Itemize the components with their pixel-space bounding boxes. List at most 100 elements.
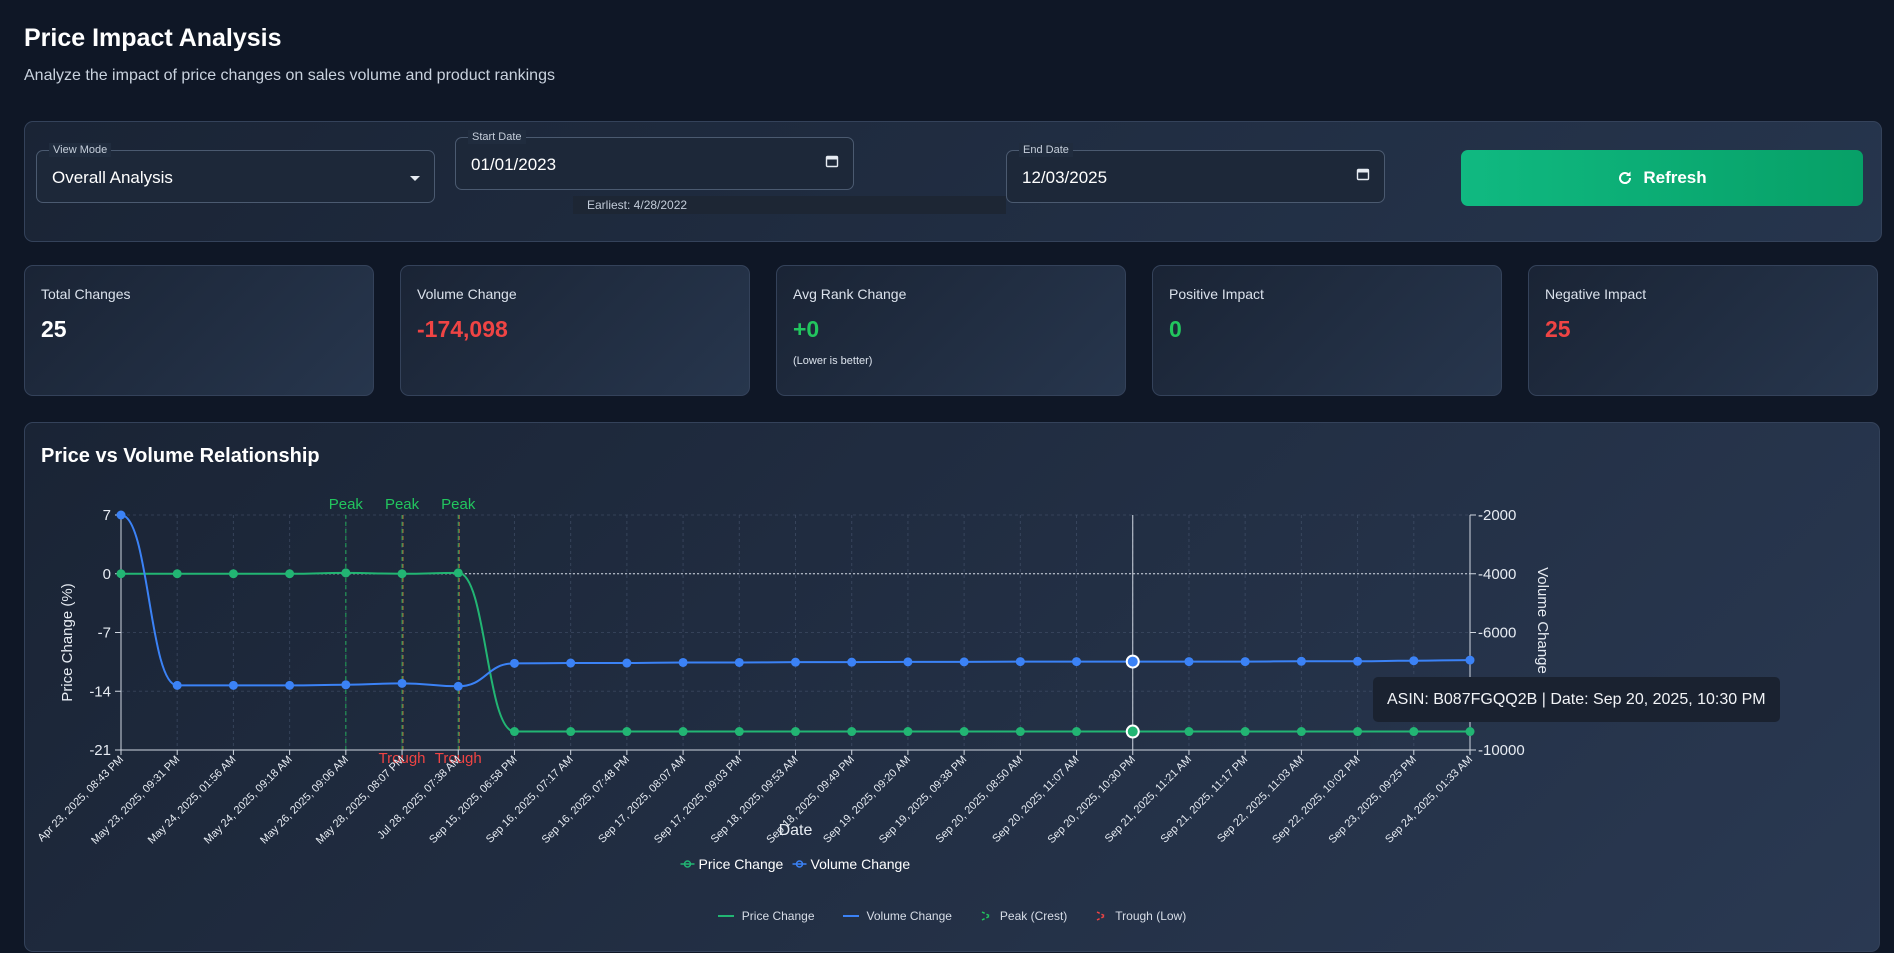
peak-label: Peak — [385, 496, 420, 513]
start-date-value: 01/01/2023 — [471, 155, 557, 174]
price-point — [341, 568, 351, 578]
price-point — [734, 727, 744, 737]
y-right-tick-label: -4000 — [1478, 566, 1516, 583]
price-point — [678, 727, 688, 737]
volume-point — [1015, 657, 1025, 667]
start-date-field[interactable]: Start Date 01/01/2023 — [455, 130, 854, 190]
stat-label: Avg Rank Change — [793, 286, 907, 302]
stat-value: 0 — [1169, 316, 1182, 342]
stat-value: 25 — [41, 316, 67, 342]
line-swatch-icon — [717, 915, 734, 917]
line-swatch-icon — [842, 915, 859, 917]
volume-point — [228, 680, 238, 690]
filter-panel: View Mode Overall Analysis Start Date 01… — [24, 121, 1882, 242]
y-right-title: Volume Change — [1534, 567, 1551, 674]
chart-card: Price vs Volume Relationship Peak Peak Pea… — [24, 422, 1880, 952]
price-point — [1240, 727, 1250, 737]
end-date-label: End Date — [1019, 143, 1073, 157]
legend-volume-text: Volume Change — [811, 856, 911, 872]
stat-value: -174,098 — [417, 316, 508, 342]
peak-marker-icon — [981, 911, 992, 921]
stat-card-positive-impact: Positive Impact 0 — [1152, 265, 1502, 396]
volume-change-line — [120, 514, 1471, 688]
page-title: Price Impact Analysis — [24, 24, 282, 52]
volume-point — [1240, 657, 1250, 667]
y-right-tick-label: -2000 — [1478, 507, 1516, 524]
stat-value: +0 — [793, 316, 820, 342]
start-date-label: Start Date — [468, 130, 526, 144]
price-point — [116, 569, 126, 579]
price-volume-chart[interactable]: Peak Peak Peak Trough Trough 7 0 -7 -14 -21 -2000 -… — [25, 423, 1881, 953]
view-mode-select[interactable]: View Mode Overall Analysis — [36, 143, 435, 203]
legend-price-label: Price Change — [741, 909, 815, 923]
legend-peak[interactable]: Peak (Crest) — [980, 909, 1067, 923]
y-right-tick-label: -10000 — [1478, 742, 1525, 759]
price-point — [847, 727, 857, 737]
volume-point — [1072, 657, 1082, 667]
volume-point — [116, 510, 126, 520]
volume-point — [1296, 656, 1306, 666]
volume-point — [734, 657, 744, 667]
volume-point — [903, 657, 913, 667]
price-point — [1353, 727, 1363, 737]
volume-point — [453, 681, 463, 691]
volume-point — [341, 680, 351, 690]
price-point — [959, 727, 969, 737]
end-date-field[interactable]: End Date 12/03/2025 — [1006, 143, 1385, 203]
legend-volume-label: Volume Change — [866, 909, 952, 923]
volume-point — [509, 658, 519, 668]
stat-label: Total Changes — [41, 286, 131, 302]
refresh-button[interactable]: Refresh — [1461, 150, 1863, 206]
volume-point — [285, 680, 295, 690]
legend-peak-label: Peak (Crest) — [999, 909, 1068, 923]
price-point — [566, 727, 576, 737]
chevron-down-icon[interactable] — [410, 176, 420, 181]
view-mode-label: View Mode — [49, 143, 112, 157]
price-point — [172, 569, 182, 579]
volume-point — [172, 680, 182, 690]
view-mode-value: Overall Analysis — [52, 168, 173, 187]
price-point — [1072, 727, 1082, 737]
price-point — [1465, 727, 1475, 737]
calendar-icon[interactable] — [825, 154, 839, 168]
price-point — [622, 727, 632, 737]
refresh-label: Refresh — [1643, 168, 1707, 187]
y-left-tick-label: -21 — [89, 742, 111, 759]
trough-label: Trough — [379, 750, 426, 767]
calendar-icon[interactable] — [1356, 167, 1370, 181]
y-right-tick-label: -6000 — [1478, 625, 1516, 642]
legend-trough-label: Trough (Low) — [1115, 909, 1187, 923]
volume-point — [397, 678, 407, 688]
volume-point — [566, 658, 576, 668]
legend-price-dot — [683, 860, 692, 868]
price-point — [1296, 727, 1306, 737]
legend-trough[interactable]: Trough (Low) — [1095, 909, 1186, 923]
start-date-hint-text: Earliest: 4/28/2022 — [587, 198, 688, 212]
legend-volume-change[interactable]: Volume Change — [842, 909, 952, 923]
stat-card-negative-impact: Negative Impact 25 — [1528, 265, 1878, 396]
price-point — [397, 569, 407, 579]
legend-volume-dot — [795, 860, 804, 868]
stat-value: 25 — [1545, 316, 1571, 342]
volume-point — [678, 657, 688, 667]
chart-title: Price vs Volume Relationship — [41, 445, 320, 467]
price-point-active — [1125, 724, 1140, 739]
page-subtitle: Analyze the impact of price changes on s… — [24, 67, 555, 84]
volume-point — [1353, 656, 1363, 666]
legend-price-text: Price Change — [699, 856, 784, 872]
price-point — [903, 727, 913, 737]
legend-price-change[interactable]: Price Change — [717, 909, 815, 923]
volume-point — [1184, 657, 1194, 667]
price-point — [285, 569, 295, 579]
volume-point — [847, 657, 857, 667]
volume-point — [622, 658, 632, 668]
stat-label: Negative Impact — [1545, 286, 1647, 302]
price-point — [1015, 727, 1025, 737]
price-point — [453, 568, 463, 578]
volume-point — [1409, 656, 1419, 666]
price-point — [1184, 727, 1194, 737]
start-date-hint: Earliest: 4/28/2022 — [573, 196, 1006, 214]
stat-card-volume-change: Volume Change -174,098 — [400, 265, 750, 396]
peak-label: Peak — [329, 496, 364, 513]
stat-label: Positive Impact — [1169, 286, 1264, 302]
